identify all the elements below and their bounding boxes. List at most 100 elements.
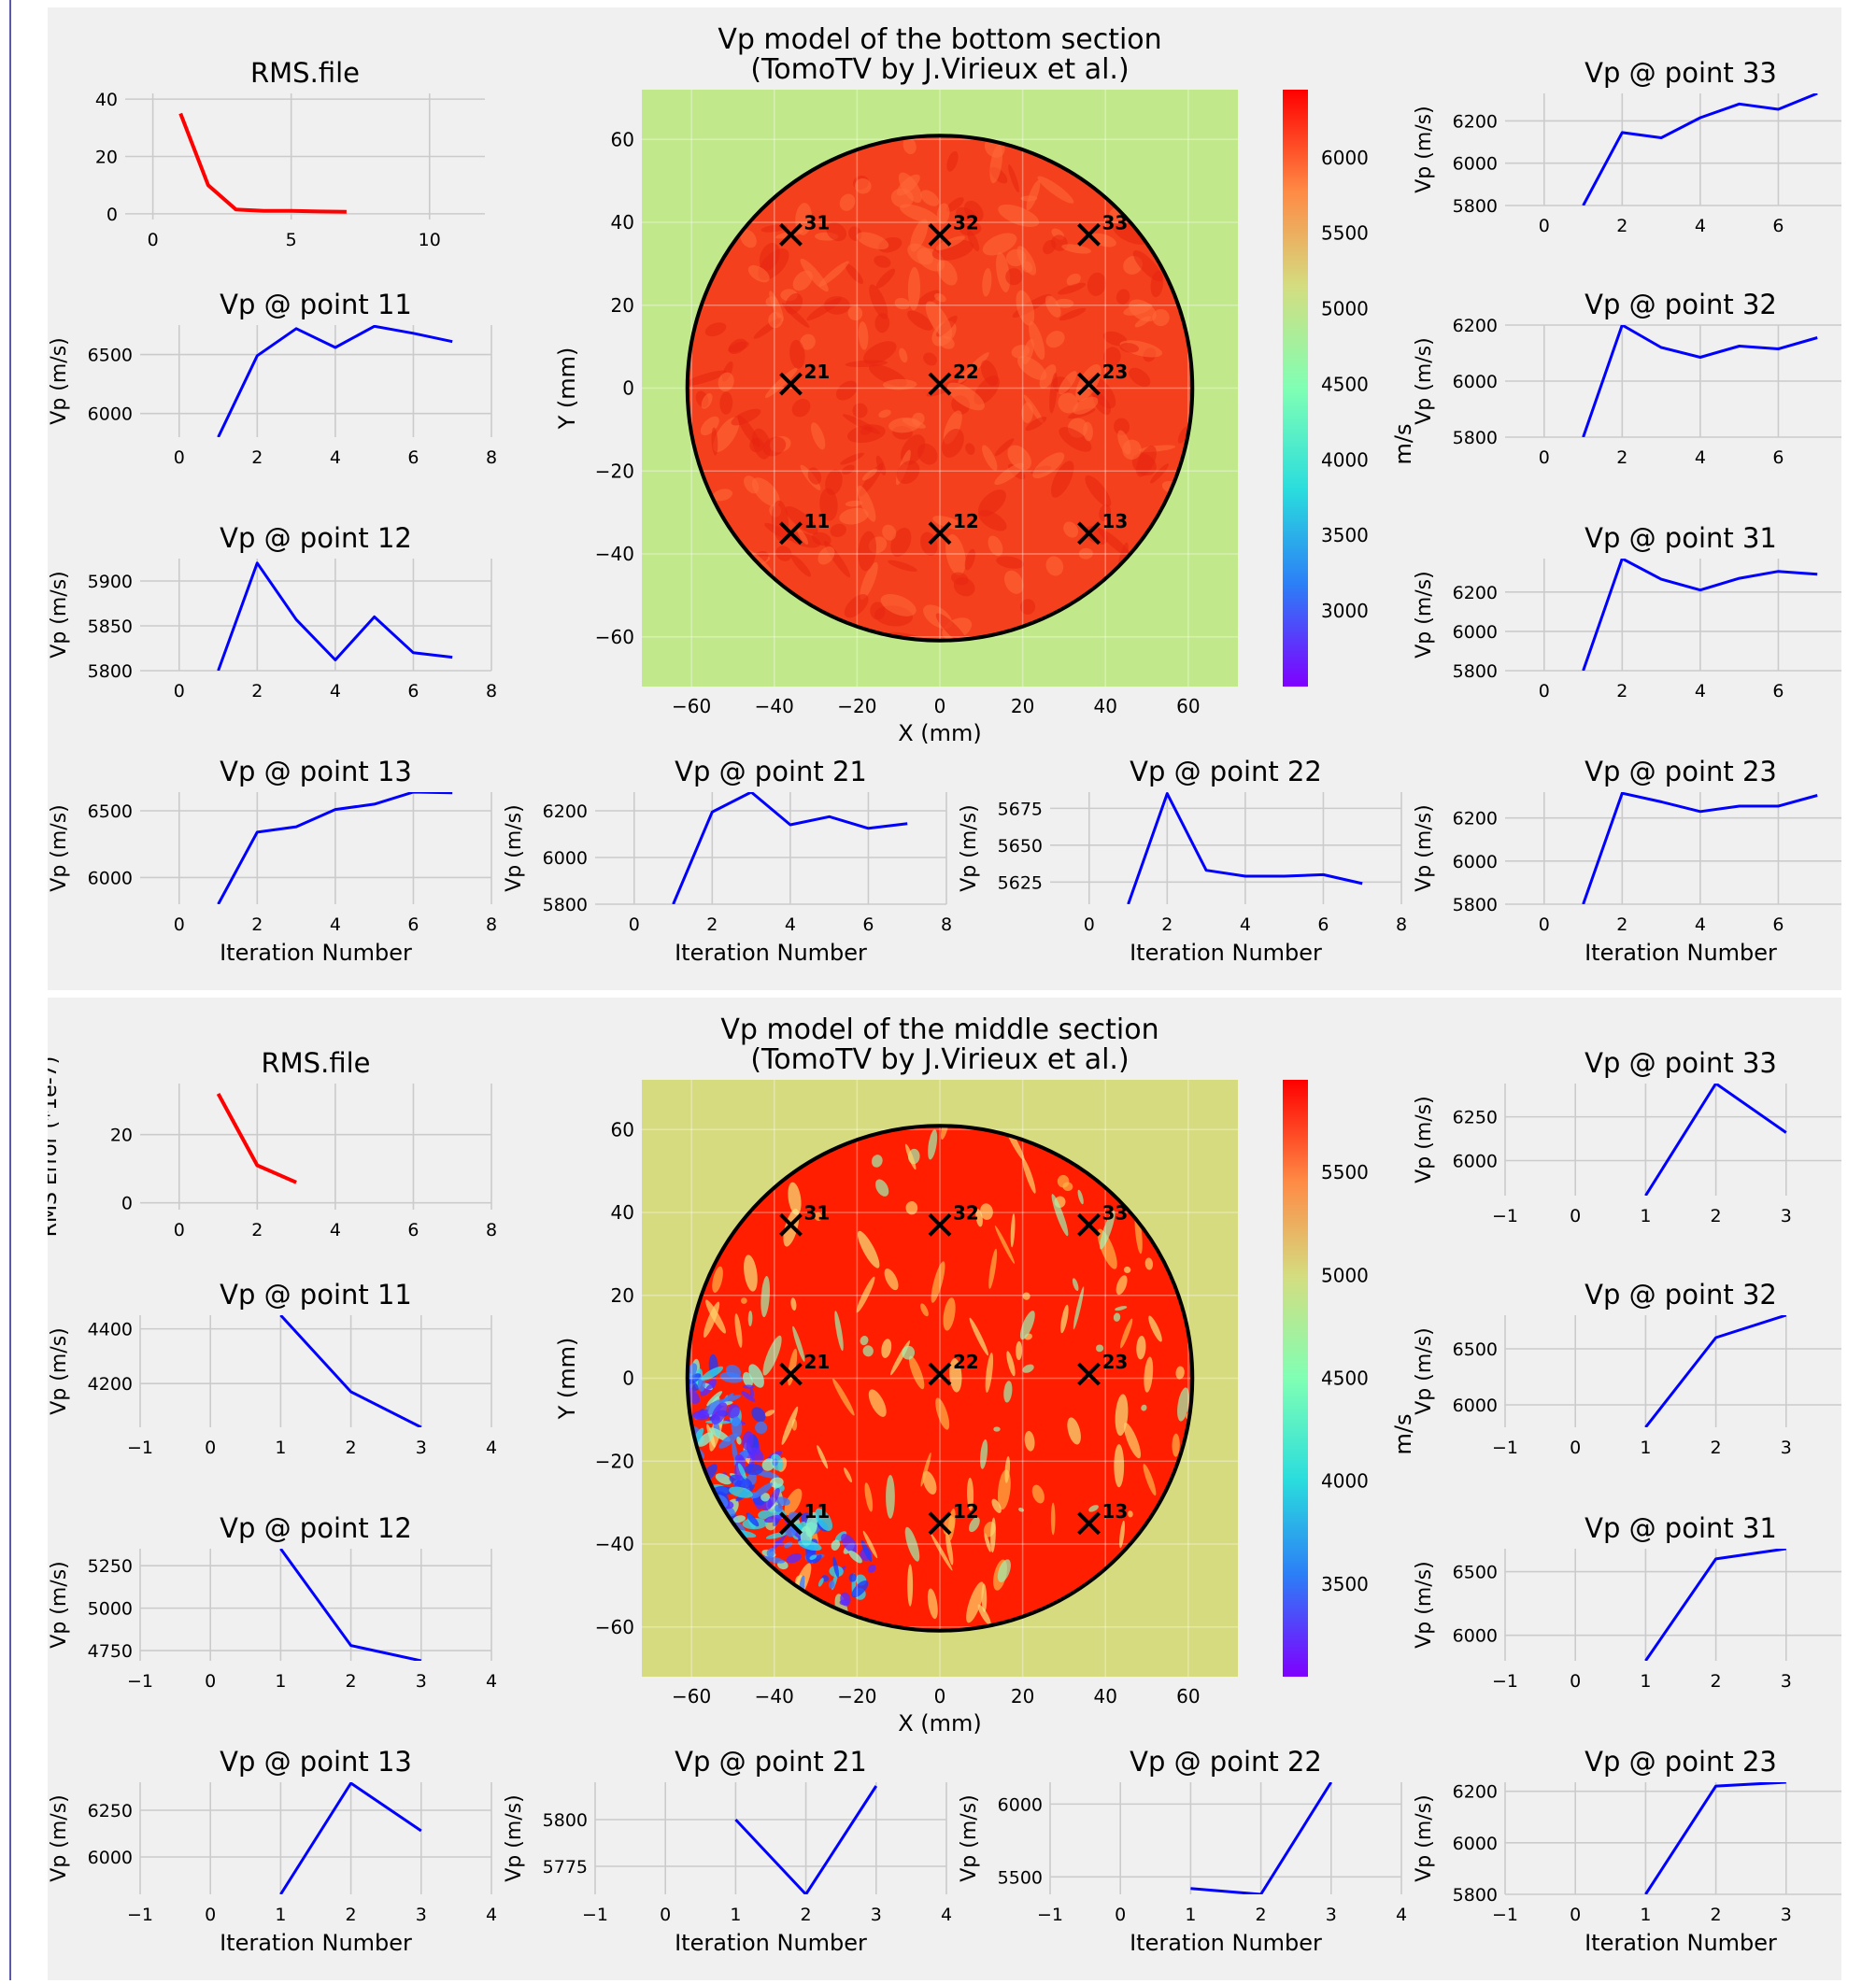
x-tick-label: 3: [871, 1905, 882, 1925]
x-tick-label: 0: [174, 681, 185, 701]
map-title-line: (TomoTV by J.Virieux et al.): [750, 53, 1129, 86]
y-axis-label: Vp (m/s): [48, 1561, 71, 1648]
point-label-31: 31: [804, 1201, 831, 1224]
x-tick-label: 2: [251, 914, 263, 935]
colorbar: [1283, 1080, 1308, 1677]
map-title-line: Vp model of the bottom section: [718, 23, 1161, 56]
map-y-axis-label: Y (mm): [554, 347, 580, 431]
x-tick-label: −1: [127, 1905, 153, 1925]
y-tick-label: 5900: [88, 572, 133, 592]
x-axis-label: Iteration Number: [675, 1930, 867, 1956]
y-tick-label: 6200: [1453, 809, 1498, 829]
x-tick-label: 6: [1772, 216, 1784, 236]
map-y-tick-label: 0: [622, 1368, 634, 1390]
y-axis-label: Vp (m/s): [48, 1794, 71, 1881]
x-tick-label: 2: [1711, 1438, 1722, 1458]
y-tick-label: 5800: [88, 661, 133, 682]
texture-streak: [1114, 1444, 1124, 1487]
x-tick-label: 2: [1616, 914, 1627, 935]
map-title: Vp model of the middle section(TomoTV by…: [720, 1013, 1158, 1076]
x-tick-label: 8: [486, 914, 497, 935]
x-tick-label: 4: [330, 447, 341, 468]
y-tick-label: 6000: [88, 1848, 133, 1868]
x-tick-label: 0: [205, 1905, 216, 1925]
x-tick-label: −1: [1492, 1206, 1518, 1226]
y-tick-label: 5800: [543, 895, 588, 915]
x-tick-label: 8: [1396, 914, 1407, 935]
chart-title: Vp @ point 32: [1585, 289, 1777, 320]
chart-title: Vp @ point 12: [220, 522, 412, 554]
x-tick-label: 2: [346, 1671, 357, 1692]
chart-title: RMS.file: [250, 57, 360, 89]
point-label-23: 23: [1102, 1351, 1129, 1373]
x-tick-label: 3: [1781, 1905, 1792, 1925]
y-tick-label: 6000: [1453, 852, 1498, 872]
colorbar-tick-label: 3000: [1321, 600, 1369, 622]
x-axis-label: Iteration Number: [1585, 1930, 1777, 1956]
x-tick-label: 0: [1570, 1671, 1581, 1692]
colorbar-tick-label: 5500: [1321, 222, 1369, 245]
map-y-tick-label: 60: [611, 1118, 634, 1141]
x-axis-label: Iteration Number: [1130, 1930, 1322, 1956]
chart-title: Vp @ point 22: [1130, 756, 1322, 787]
y-tick-label: 20: [110, 1126, 133, 1146]
y-tick-label: 5625: [998, 872, 1043, 893]
y-tick-label: 6000: [1453, 1626, 1498, 1647]
x-tick-label: 6: [862, 914, 874, 935]
x-tick-label: 2: [346, 1905, 357, 1925]
y-axis-label: Vp (m/s): [1413, 1794, 1436, 1881]
x-tick-label: −1: [127, 1671, 153, 1692]
y-axis-label: Vp (m/s): [1413, 106, 1436, 192]
point-label-11: 11: [804, 1500, 831, 1523]
x-axis-label: Iteration Number: [675, 940, 867, 966]
x-tick-label: 2: [1256, 1905, 1267, 1925]
x-tick-label: 2: [251, 1220, 263, 1240]
figure-canvas: Vp model of the bottom section(TomoTV by…: [48, 7, 1841, 990]
point-label-32: 32: [953, 211, 979, 234]
map-x-tick-label: 60: [1176, 695, 1200, 717]
x-tick-label: 1: [1640, 1671, 1651, 1692]
y-tick-label: 6000: [88, 404, 133, 425]
x-tick-label: 2: [1161, 914, 1172, 935]
map-y-tick-label: −40: [595, 543, 634, 565]
y-tick-label: 6500: [1453, 1339, 1498, 1360]
x-tick-label: 0: [1115, 1905, 1126, 1925]
y-tick-label: 5500: [998, 1867, 1043, 1888]
x-tick-label: 0: [205, 1438, 216, 1458]
x-tick-label: 1: [275, 1671, 286, 1692]
point-label-33: 33: [1102, 211, 1129, 234]
y-axis-label: Vp (m/s): [48, 337, 71, 424]
x-tick-label: 2: [1616, 447, 1627, 468]
chart-title: Vp @ point 13: [220, 1746, 412, 1778]
y-axis-label: Vp (m/s): [1413, 804, 1436, 891]
x-tick-label: 2: [346, 1438, 357, 1458]
map-x-tick-label: −20: [837, 695, 876, 717]
x-tick-label: 1: [1640, 1438, 1651, 1458]
x-axis-label: Iteration Number: [1130, 940, 1322, 966]
map-y-tick-label: −20: [595, 1450, 634, 1472]
chart-title: Vp @ point 11: [220, 1279, 412, 1311]
y-axis-label: Vp (m/s): [503, 804, 526, 891]
y-tick-label: 6000: [1453, 154, 1498, 175]
point-label-11: 11: [804, 510, 831, 532]
y-tick-label: 5000: [88, 1599, 133, 1620]
map-x-tick-label: −40: [755, 695, 794, 717]
y-tick-label: 20: [95, 148, 118, 168]
x-tick-label: 1: [275, 1438, 286, 1458]
point-label-32: 32: [953, 1201, 979, 1224]
map-x-tick-label: 20: [1011, 695, 1034, 717]
point-label-23: 23: [1102, 361, 1129, 383]
x-tick-label: 4: [1695, 681, 1706, 701]
x-tick-label: 2: [1711, 1206, 1722, 1226]
y-axis-label: Vp (m/s): [48, 1327, 71, 1414]
colorbar-tick-label: 4500: [1321, 1368, 1369, 1390]
y-tick-label: 6000: [998, 1794, 1043, 1815]
x-axis-label: Iteration Number: [220, 1930, 412, 1956]
x-tick-label: 8: [486, 447, 497, 468]
x-tick-label: 4: [330, 914, 341, 935]
